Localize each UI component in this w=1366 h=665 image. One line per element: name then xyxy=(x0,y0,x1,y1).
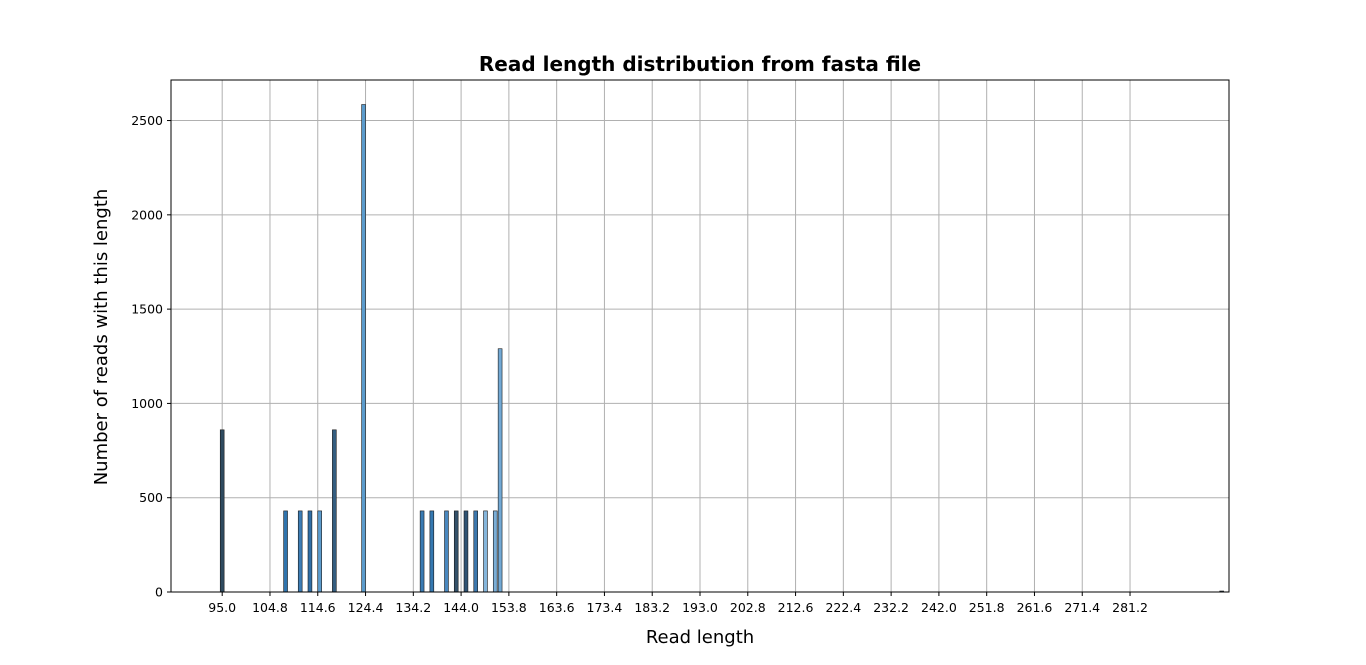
y-tick-label: 2000 xyxy=(131,207,163,222)
x-tick-label: 183.2 xyxy=(634,600,670,615)
bar xyxy=(219,429,225,593)
x-tick-label: 134.2 xyxy=(395,600,431,615)
y-tick-label: 500 xyxy=(139,490,163,505)
x-tick-label: 144.0 xyxy=(443,600,479,615)
bar xyxy=(463,510,469,593)
x-tick-label: 281.2 xyxy=(1112,600,1148,615)
bar xyxy=(444,510,449,593)
y-tick-label: 1000 xyxy=(131,396,163,411)
x-tick-label: 114.6 xyxy=(300,600,336,615)
grid-lines xyxy=(171,80,1229,593)
bar xyxy=(297,510,303,593)
bar xyxy=(361,104,366,593)
x-tick-label: 153.8 xyxy=(491,600,527,615)
bar xyxy=(497,348,503,593)
bar xyxy=(473,510,478,593)
bar xyxy=(483,510,488,593)
x-tick-label: 271.4 xyxy=(1064,600,1100,615)
x-tick-label: 232.2 xyxy=(873,600,909,615)
bar xyxy=(307,510,313,593)
x-axis-label: Read length xyxy=(646,627,754,648)
x-tick-label: 242.0 xyxy=(921,600,957,615)
x-tick-label: 173.4 xyxy=(587,600,623,615)
chart-title: Read length distribution from fasta file xyxy=(479,52,921,76)
x-tick-label: 251.8 xyxy=(969,600,1005,615)
bar xyxy=(492,510,498,593)
bar xyxy=(453,510,459,593)
x-tick-label: 104.8 xyxy=(252,600,288,615)
x-tick-label: 124.4 xyxy=(348,600,384,615)
x-tick-label: 202.8 xyxy=(730,600,766,615)
x-tick-label: 163.6 xyxy=(539,600,575,615)
y-axis-label: Number of reads with this length xyxy=(91,189,112,486)
x-tick-label: 222.4 xyxy=(825,600,861,615)
bar xyxy=(419,510,425,593)
bar xyxy=(332,429,337,593)
x-tick-label: 212.6 xyxy=(778,600,814,615)
bar xyxy=(429,510,435,593)
bar xyxy=(317,510,322,593)
x-tick-label: 193.0 xyxy=(682,600,718,615)
y-tick-label: 1500 xyxy=(131,302,163,317)
ticks: 95.0 104.8 114.6 124.4 134.2 144.0 153.8 163.6 1… xyxy=(131,113,1148,615)
y-tick-label: 0 xyxy=(155,585,163,600)
bar xyxy=(283,510,288,593)
y-tick-label: 2500 xyxy=(131,113,163,128)
x-tick-label: 95.0 xyxy=(208,600,236,615)
x-tick-label: 261.6 xyxy=(1017,600,1053,615)
bars xyxy=(219,104,1224,593)
